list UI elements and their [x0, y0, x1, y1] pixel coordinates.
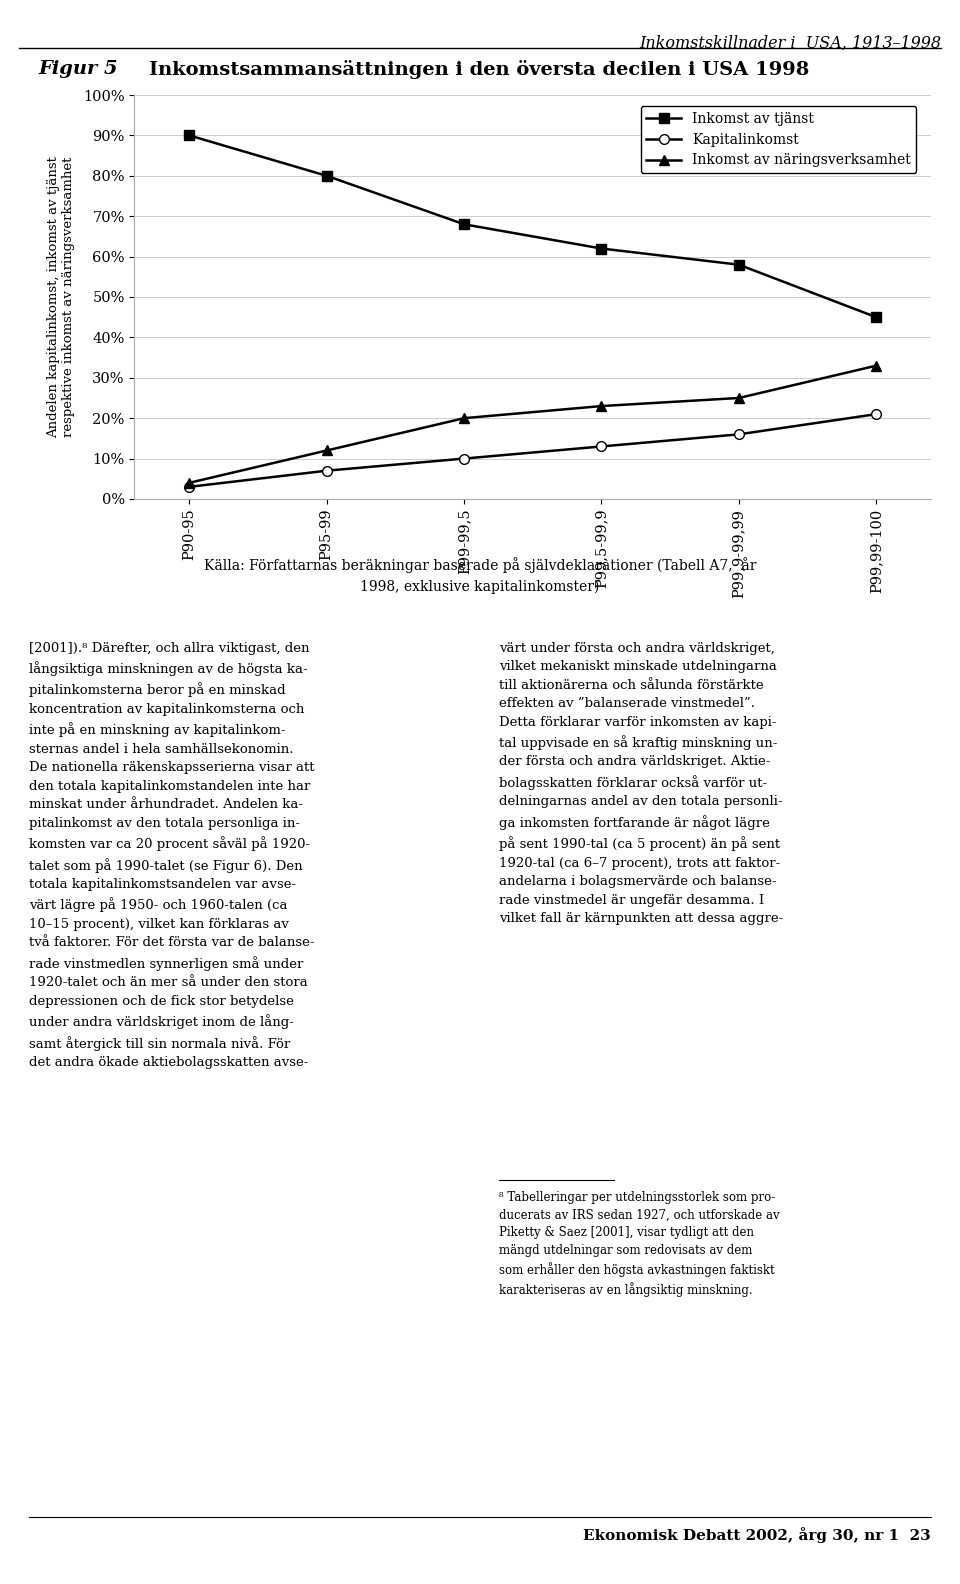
Inkomst av näringsverksamhet: [458, 409, 469, 428]
Text: värt under första och andra världskriget,
vilket mekaniskt minskade utdelningarn: värt under första och andra världskriget…: [499, 642, 783, 925]
Inkomst av näringsverksamhet: [733, 388, 745, 407]
Legend: Inkomst av tjänst, Kapitalinkomst, Inkomst av näringsverksamhet: Inkomst av tjänst, Kapitalinkomst, Inkom…: [640, 106, 916, 173]
Inkomst av tjänst: [733, 255, 745, 274]
Kapitalinkomst: [458, 448, 469, 467]
Inkomst av tjänst: [871, 307, 882, 326]
Line: Kapitalinkomst: Kapitalinkomst: [184, 409, 881, 491]
Inkomst av näringsverksamhet: [183, 474, 195, 493]
Inkomst av näringsverksamhet: [596, 396, 608, 415]
Text: Källa: Författarnas beräkningar baserade på självdeklarationer (Tabell A7,  år: Källa: Författarnas beräkningar baserade…: [204, 558, 756, 573]
Text: Inkomstsammansättningen i den översta decilen i USA 1998: Inkomstsammansättningen i den översta de…: [149, 60, 809, 79]
Text: [2001]).⁸ Därefter, och allra viktigast, den
långsiktiga minskningen av de högst: [2001]).⁸ Därefter, och allra viktigast,…: [29, 642, 314, 1069]
Y-axis label: Andelen kapitalinkomst, inkomst av tjänst
respektive inkomst av näringsverksamhe: Andelen kapitalinkomst, inkomst av tjäns…: [47, 157, 75, 437]
Inkomst av tjänst: [183, 125, 195, 144]
Text: Ekonomisk Debatt 2002, årg 30, nr 1  23: Ekonomisk Debatt 2002, årg 30, nr 1 23: [584, 1527, 931, 1543]
Kapitalinkomst: [321, 461, 332, 480]
Line: Inkomst av tjänst: Inkomst av tjänst: [184, 130, 881, 322]
Kapitalinkomst: [871, 404, 882, 423]
Kapitalinkomst: [733, 425, 745, 444]
Inkomst av näringsverksamhet: [871, 356, 882, 375]
Text: 1998, exklusive kapitalinkomster): 1998, exklusive kapitalinkomster): [360, 580, 600, 594]
Inkomst av tjänst: [596, 239, 608, 258]
Text: Inkomstskillnader i  USA, 1913–1998: Inkomstskillnader i USA, 1913–1998: [638, 35, 941, 52]
Text: ⁸ Tabelleringar per utdelningsstorlek som pro-
ducerats av IRS sedan 1927, och u: ⁸ Tabelleringar per utdelningsstorlek so…: [499, 1191, 780, 1297]
Kapitalinkomst: [183, 477, 195, 496]
Text: Figur 5: Figur 5: [38, 60, 132, 78]
Inkomst av näringsverksamhet: [321, 440, 332, 459]
Line: Inkomst av näringsverksamhet: Inkomst av näringsverksamhet: [184, 361, 881, 488]
Inkomst av tjänst: [321, 166, 332, 185]
Kapitalinkomst: [596, 437, 608, 456]
Inkomst av tjänst: [458, 215, 469, 234]
